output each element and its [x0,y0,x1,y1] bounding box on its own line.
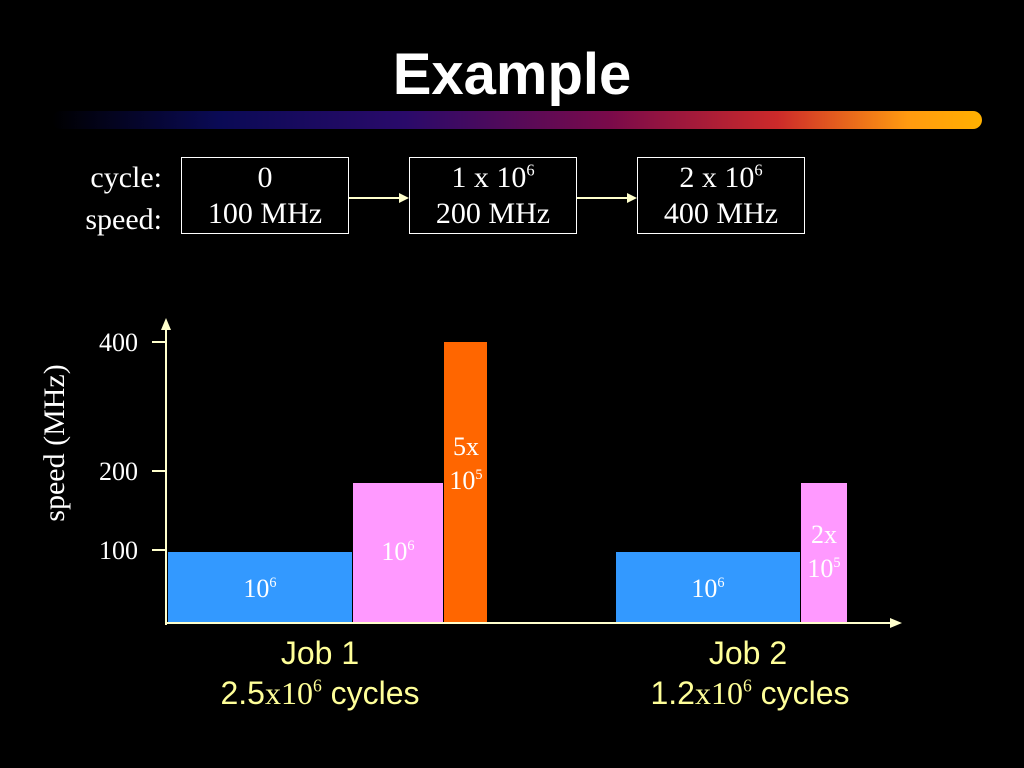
state-box-3: 2 x 106 400 MHz [637,157,805,234]
state-box-3-speed: 400 MHz [663,197,779,230]
bar-job2-200mhz [801,483,847,622]
bar-job2-100mhz [616,552,800,622]
tick-label-200: 200 [99,457,138,486]
segment-label-job2-pink: 2x 105 [807,520,841,583]
cycle-label: cycle: [90,161,162,194]
state-box-2-cycle: 1 x 106 [451,160,535,194]
job1-name: Job 1 [280,635,360,671]
job2-name: Job 2 [708,635,788,671]
bar-job1-400mhz [444,342,487,622]
tick-label-400: 400 [99,328,138,357]
state-box-2-speed: 200 MHz [435,197,551,230]
job1-cycles: 2.5x106 cycles [220,675,420,711]
slide-title: Example [392,42,632,107]
chart-axes [152,318,902,628]
bar-job1-200mhz [353,483,443,622]
segment-label-job1-orange: 5x 105 [449,432,483,495]
x-axis-arrowhead [890,618,902,628]
state-box-2: 1 x 106 200 MHz [409,157,577,234]
segment-label-job1-blue: 106 [243,574,277,603]
arrow-2-to-3 [577,193,637,203]
title-divider [52,111,982,129]
bar-job1-100mhz [168,552,352,622]
job2-cycles: 1.2x106 cycles [650,675,850,711]
segment-label-job2-blue: 106 [691,574,725,603]
arrow-1-to-2 [349,193,409,203]
speed-label: speed: [85,203,162,236]
state-box-1-cycle: 0 [257,161,273,194]
state-box-3-cycle: 2 x 106 [679,160,763,194]
state-box-1-speed: 100 MHz [207,197,323,230]
y-axis-arrowhead [161,318,171,330]
tick-label-100: 100 [99,536,138,565]
state-box-1: 0 100 MHz [181,157,349,234]
chart-bars [168,342,847,622]
y-axis-label: speed (MHz) [38,364,71,522]
segment-label-job1-pink: 106 [381,537,415,566]
